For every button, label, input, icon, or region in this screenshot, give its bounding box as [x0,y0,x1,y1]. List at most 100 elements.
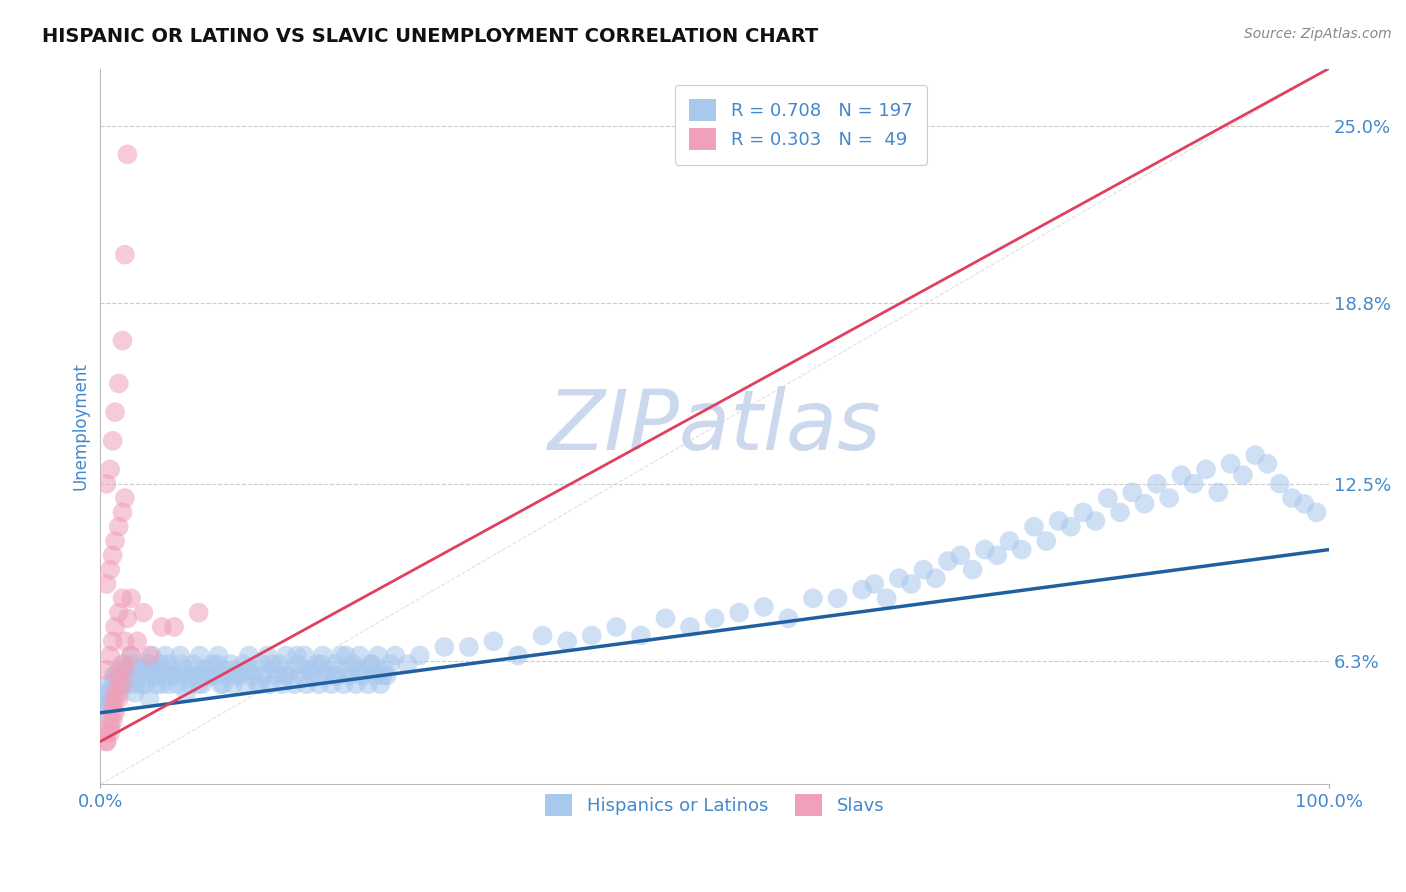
Point [121,657,143,672]
Point [176,686,198,700]
Point [1232,468,1254,483]
Point [360,657,382,672]
Point [238,648,260,663]
Point [150,677,173,691]
Point [212,677,235,691]
Point [114,634,136,648]
Point [111,677,134,691]
Point [1268,476,1291,491]
Point [124,686,146,700]
Point [148,663,170,677]
Point [357,677,380,691]
Point [146,677,169,691]
Point [101,549,124,563]
Point [96,663,118,677]
Point [998,534,1021,549]
Point [179,677,201,691]
Point [281,663,304,677]
Point [136,657,159,672]
Point [225,663,247,677]
Point [375,668,398,682]
Point [271,677,294,691]
Point [107,376,129,391]
Point [339,668,361,682]
Point [142,663,165,677]
Point [111,677,134,691]
Point [149,657,172,672]
Point [1208,485,1230,500]
Point [188,648,211,663]
Point [194,663,217,677]
Point [827,591,849,606]
Point [283,677,305,691]
Point [107,691,129,706]
Point [104,620,127,634]
Point [98,462,121,476]
Point [269,657,291,672]
Point [250,657,273,672]
Point [163,668,186,682]
Point [292,648,315,663]
Point [127,668,149,682]
Point [132,606,155,620]
Point [207,648,229,663]
Point [187,606,209,620]
Point [170,657,193,672]
Point [347,663,370,677]
Point [350,668,373,682]
Point [482,634,505,648]
Point [851,582,873,597]
Text: HISPANIC OR LATINO VS SLAVIC UNEMPLOYMENT CORRELATION CHART: HISPANIC OR LATINO VS SLAVIC UNEMPLOYMEN… [42,27,818,45]
Point [120,591,142,606]
Point [654,611,676,625]
Point [936,554,959,568]
Point [103,668,125,682]
Point [111,505,134,519]
Point [107,668,129,682]
Point [531,628,554,642]
Point [98,563,121,577]
Point [900,577,922,591]
Point [1170,468,1192,483]
Point [125,677,148,691]
Point [243,663,266,677]
Point [290,668,312,682]
Point [132,677,155,691]
Point [305,657,328,672]
Point [233,677,256,691]
Point [114,247,136,261]
Point [354,663,377,677]
Point [1305,505,1327,519]
Point [302,668,325,682]
Point [105,677,128,691]
Point [134,677,156,691]
Text: ZIPatlas: ZIPatlas [548,386,882,467]
Point [117,611,139,625]
Point [173,668,195,682]
Point [342,657,364,672]
Point [1219,457,1241,471]
Point [433,640,456,654]
Point [1047,514,1070,528]
Point [273,668,295,682]
Point [363,668,385,682]
Point [330,648,353,663]
Point [409,648,432,663]
Point [114,663,136,677]
Y-axis label: Unemployment: Unemployment [72,362,89,491]
Point [104,405,127,419]
Point [156,657,179,672]
Point [98,720,121,734]
Point [120,648,142,663]
Point [256,648,278,663]
Point [157,677,180,691]
Point [384,648,406,663]
Point [209,677,232,691]
Point [1084,514,1107,528]
Point [115,663,138,677]
Point [630,628,652,642]
Point [335,648,357,663]
Point [97,698,120,712]
Point [101,698,124,712]
Point [605,620,627,634]
